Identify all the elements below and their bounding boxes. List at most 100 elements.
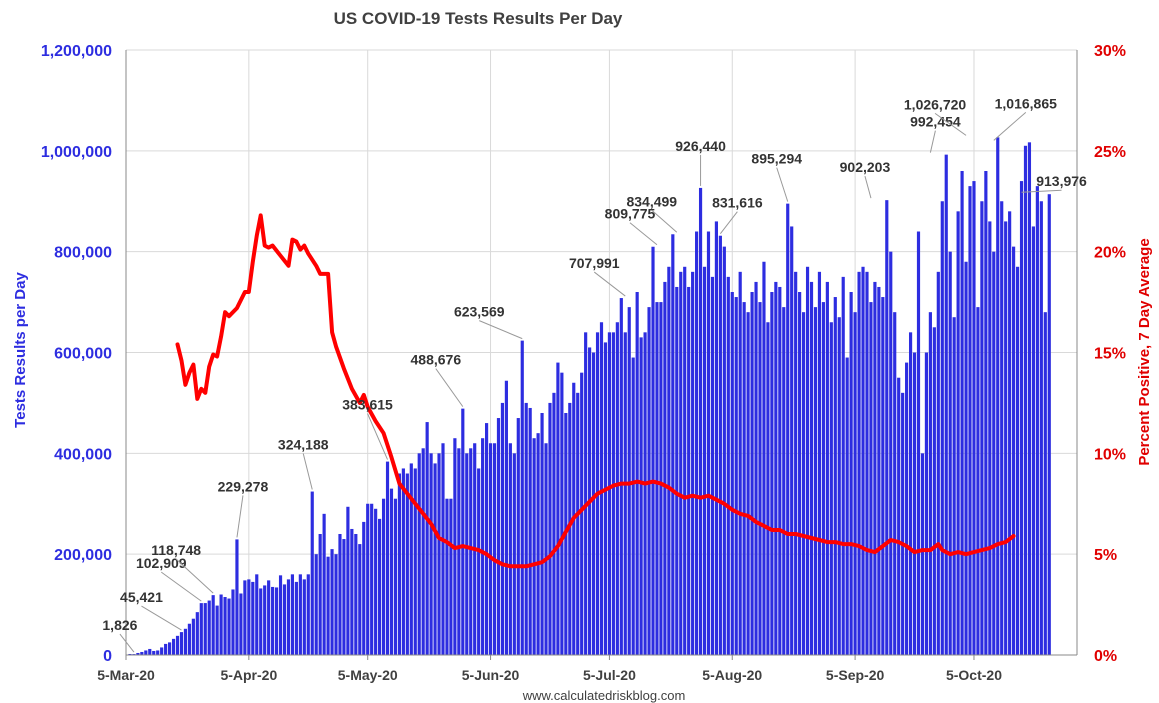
bar: [845, 357, 849, 655]
data-label: 831,616: [712, 195, 763, 211]
bar: [405, 473, 409, 655]
data-label: 1,826: [102, 617, 137, 633]
label-leader: [367, 413, 388, 460]
bar: [809, 281, 814, 655]
bar: [330, 549, 334, 655]
bar: [623, 332, 627, 655]
bar: [492, 443, 497, 655]
label-leader: [776, 167, 789, 202]
bar: [393, 498, 398, 655]
bar: [627, 307, 631, 655]
label-leader: [993, 111, 1027, 141]
bar: [885, 200, 889, 655]
bar: [544, 443, 548, 655]
bar: [433, 463, 437, 655]
bar: [790, 226, 794, 656]
bar: [964, 261, 968, 655]
bar: [536, 433, 540, 655]
bar: [397, 473, 401, 655]
bar: [239, 593, 243, 655]
bar: [187, 623, 191, 655]
bar: [548, 402, 552, 655]
bar: [358, 544, 362, 655]
data-label: 809,775: [605, 206, 656, 222]
left-tick-label: 800,000: [54, 245, 112, 262]
bar: [984, 171, 988, 655]
bar: [849, 292, 853, 655]
bar: [274, 587, 279, 655]
bar: [199, 603, 203, 655]
bar: [762, 261, 766, 655]
bar: [948, 251, 952, 655]
bar: [774, 281, 778, 655]
bar: [778, 286, 782, 655]
bar: [968, 186, 972, 655]
bar: [516, 418, 520, 655]
bar: [271, 586, 275, 655]
data-label: 45,421: [120, 589, 163, 605]
bar: [972, 181, 976, 656]
bar: [770, 292, 774, 655]
label-leader: [593, 271, 626, 297]
label-leader: [929, 130, 936, 153]
bar: [179, 632, 184, 655]
bar: [207, 600, 211, 655]
bar: [318, 534, 322, 655]
bar: [528, 407, 532, 655]
bar: [944, 154, 948, 656]
label-leader: [141, 605, 182, 631]
bar: [560, 372, 564, 655]
data-label: 895,294: [751, 151, 802, 167]
bar: [481, 438, 485, 655]
bar: [905, 362, 909, 655]
bar: [675, 286, 679, 655]
label-leader: [175, 558, 214, 594]
bar: [726, 276, 730, 655]
bar: [996, 137, 1000, 655]
bar: [374, 508, 378, 655]
bar: [496, 418, 501, 655]
label-leader: [934, 112, 967, 136]
bar: [718, 235, 722, 655]
bar: [1015, 266, 1020, 655]
bar: [829, 322, 833, 655]
bar: [152, 650, 156, 655]
bar: [869, 302, 873, 655]
bar: [334, 554, 338, 655]
bar: [619, 298, 623, 655]
bar: [857, 271, 861, 655]
bar: [449, 498, 453, 655]
label-leader: [629, 222, 658, 246]
bar: [635, 292, 639, 655]
bar: [223, 597, 227, 655]
left-tick-label: 1,000,000: [41, 144, 112, 161]
data-label: 902,203: [840, 159, 891, 175]
bar: [766, 322, 770, 655]
bar: [255, 574, 259, 655]
bar: [290, 574, 295, 655]
bar: [168, 642, 172, 655]
bar: [730, 292, 734, 655]
right-axis-ticks: 0% 5% 10% 15% 20% 25% 30%: [1094, 43, 1126, 665]
chart-title: US COVID-19 Tests Results Per Day: [334, 9, 623, 28]
bar: [500, 402, 505, 655]
bar: [524, 402, 528, 655]
bar: [758, 302, 762, 655]
bar: [865, 271, 869, 655]
bar: [1000, 201, 1004, 655]
bar: [734, 297, 738, 655]
bar: [191, 618, 195, 655]
bar: [417, 453, 421, 655]
bar: [584, 332, 588, 655]
bar: [140, 651, 144, 655]
bar: [247, 579, 251, 655]
bar: [259, 588, 263, 655]
bar: [940, 201, 944, 655]
bar: [1043, 312, 1047, 655]
bar: [326, 556, 330, 655]
bar: [691, 271, 695, 655]
bar: [294, 581, 298, 655]
bar: [183, 628, 188, 655]
bar: [651, 246, 655, 655]
bar: [362, 521, 366, 655]
